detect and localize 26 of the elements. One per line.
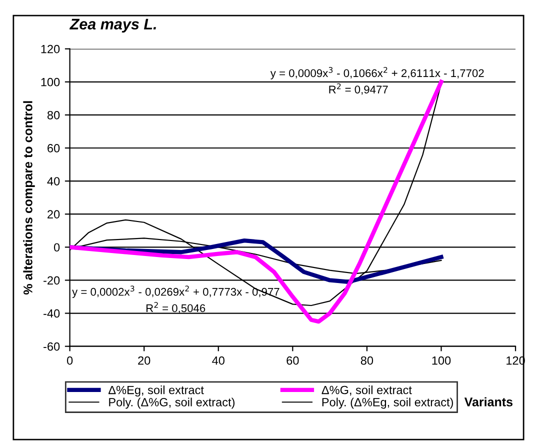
y-tick-label: 80 <box>47 110 60 120</box>
y-tick-label: 100 <box>41 78 60 86</box>
x-tick-label: 20 <box>138 356 150 365</box>
x-tick-label: 80 <box>360 356 374 365</box>
y-tick-label: 120 <box>41 44 60 54</box>
y-tick-label: 20 <box>48 210 60 218</box>
legend-label: Poly. (Δ%Eg, soil extract) <box>322 398 453 409</box>
y-tick-label: 0 <box>54 243 60 252</box>
legend-label: Δ%G, soil extract <box>322 386 412 396</box>
chart-title: Zea mays L. <box>69 18 156 33</box>
y-tick-label: 40 <box>47 177 60 186</box>
annotation: y = 0,0009x$^{3}$ - 0,1066x$^{2}$ + 2,6111x - 1,7702 <box>270 66 484 80</box>
y-axis-title: % alterations compare to control <box>23 101 35 295</box>
annotation: R$^{2}$ = 0,5046 <box>146 302 206 314</box>
y-tick-label: -60 <box>44 342 60 351</box>
x-tick-label: 0 <box>66 356 73 365</box>
legend-label: Δ%Eg, soil extract <box>108 386 204 397</box>
x-axis-title: Variants <box>464 397 512 406</box>
x-tick-label: 60 <box>286 356 299 365</box>
x-tick-label: 100 <box>432 356 451 365</box>
y-tick-label: -20 <box>44 276 60 285</box>
annotation: R$^{2}$ = 0,9477 <box>329 83 388 95</box>
legend-label: Poly. (Δ%G, soil extract) <box>109 398 234 409</box>
y-tick-label: -40 <box>44 309 60 318</box>
y-tick-label: 60 <box>48 144 60 152</box>
x-tick-label: 40 <box>212 356 224 365</box>
